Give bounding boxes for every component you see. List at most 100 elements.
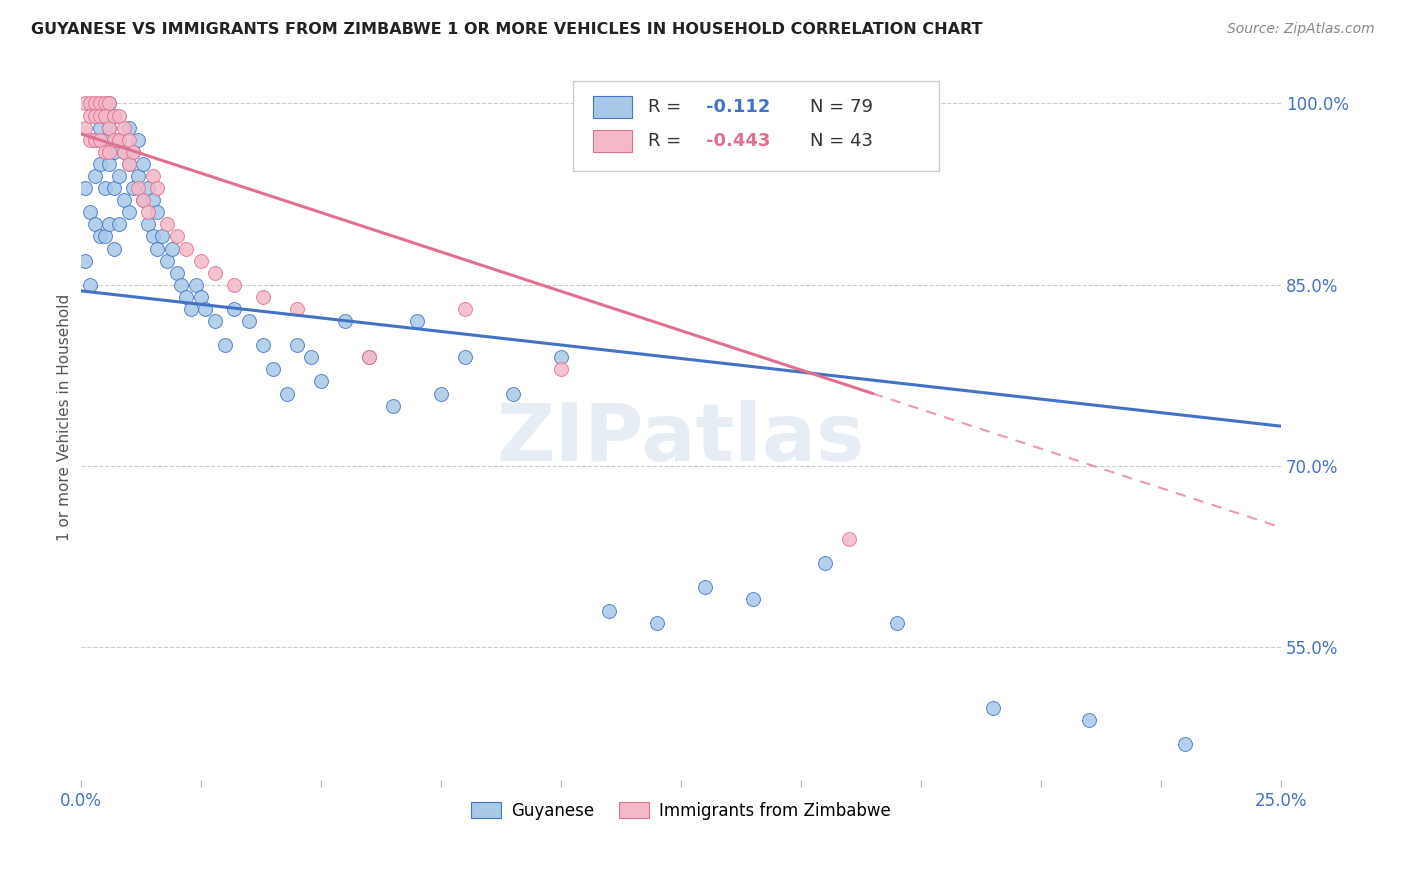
Point: [170, 277, 193, 292]
Legend: Guyanese, Immigrants from Zimbabwe: Guyanese, Immigrants from Zimbabwe: [464, 795, 897, 826]
Point: [174, 242, 197, 256]
Point: [112, 120, 135, 135]
Point: [132, 157, 155, 171]
Point: [142, 193, 165, 207]
Text: -0.112: -0.112: [706, 98, 770, 116]
Point: [127, 169, 149, 183]
Point: [204, 314, 226, 328]
Point: [598, 604, 620, 618]
Point: [84, 133, 107, 147]
Text: ZIPatlas: ZIPatlas: [496, 401, 865, 478]
Point: [381, 399, 404, 413]
Point: [1077, 713, 1099, 727]
Point: [132, 193, 155, 207]
Text: N = 43: N = 43: [810, 132, 873, 150]
Point: [75, 253, 97, 268]
Point: [103, 242, 125, 256]
Point: [886, 616, 908, 631]
Point: [89, 109, 111, 123]
Point: [89, 229, 111, 244]
Point: [89, 120, 111, 135]
Point: [190, 253, 212, 268]
Point: [84, 96, 107, 111]
Point: [136, 218, 159, 232]
Point: [333, 314, 356, 328]
Point: [190, 290, 212, 304]
Point: [118, 133, 141, 147]
Point: [136, 205, 159, 219]
Point: [645, 616, 668, 631]
Point: [98, 120, 121, 135]
Point: [93, 133, 115, 147]
Point: [357, 351, 380, 365]
Point: [166, 229, 188, 244]
FancyBboxPatch shape: [593, 96, 631, 119]
Point: [204, 266, 226, 280]
FancyBboxPatch shape: [572, 80, 939, 171]
Text: N = 79: N = 79: [810, 98, 873, 116]
Point: [118, 120, 141, 135]
Point: [550, 362, 572, 376]
Point: [103, 145, 125, 159]
Point: [93, 145, 115, 159]
Point: [429, 386, 451, 401]
Point: [1174, 737, 1197, 751]
Point: [93, 109, 115, 123]
Point: [108, 109, 131, 123]
Point: [285, 301, 308, 316]
Point: [103, 133, 125, 147]
Point: [98, 96, 121, 111]
Point: [160, 242, 183, 256]
Point: [93, 181, 115, 195]
Point: [112, 145, 135, 159]
Point: [454, 351, 477, 365]
Point: [108, 218, 131, 232]
Point: [156, 218, 179, 232]
Point: [98, 145, 121, 159]
Point: [98, 96, 121, 111]
Point: [174, 290, 197, 304]
Point: [79, 277, 101, 292]
Point: [142, 169, 165, 183]
Point: [84, 133, 107, 147]
Point: [238, 314, 260, 328]
Point: [98, 120, 121, 135]
Y-axis label: 1 or more Vehicles in Household: 1 or more Vehicles in Household: [58, 294, 72, 541]
Point: [180, 301, 202, 316]
Point: [252, 290, 274, 304]
Point: [79, 205, 101, 219]
Point: [84, 218, 107, 232]
Point: [357, 351, 380, 365]
Point: [122, 145, 145, 159]
Point: [252, 338, 274, 352]
Point: [84, 169, 107, 183]
Text: R =: R =: [648, 98, 693, 116]
Point: [550, 351, 572, 365]
Point: [98, 218, 121, 232]
Point: [75, 181, 97, 195]
Point: [127, 133, 149, 147]
Point: [118, 205, 141, 219]
Point: [75, 96, 97, 111]
Point: [112, 145, 135, 159]
Text: Source: ZipAtlas.com: Source: ZipAtlas.com: [1227, 22, 1375, 37]
Point: [309, 375, 332, 389]
Text: GUYANESE VS IMMIGRANTS FROM ZIMBABWE 1 OR MORE VEHICLES IN HOUSEHOLD CORRELATION: GUYANESE VS IMMIGRANTS FROM ZIMBABWE 1 O…: [31, 22, 983, 37]
Point: [127, 181, 149, 195]
Point: [98, 157, 121, 171]
Point: [262, 362, 284, 376]
Point: [108, 133, 131, 147]
Point: [112, 193, 135, 207]
Point: [146, 242, 169, 256]
Point: [814, 556, 837, 570]
FancyBboxPatch shape: [593, 130, 631, 152]
Point: [118, 157, 141, 171]
Point: [214, 338, 236, 352]
Point: [75, 120, 97, 135]
Point: [285, 338, 308, 352]
Point: [166, 266, 188, 280]
Point: [108, 169, 131, 183]
Point: [276, 386, 298, 401]
Point: [93, 109, 115, 123]
Point: [454, 301, 477, 316]
